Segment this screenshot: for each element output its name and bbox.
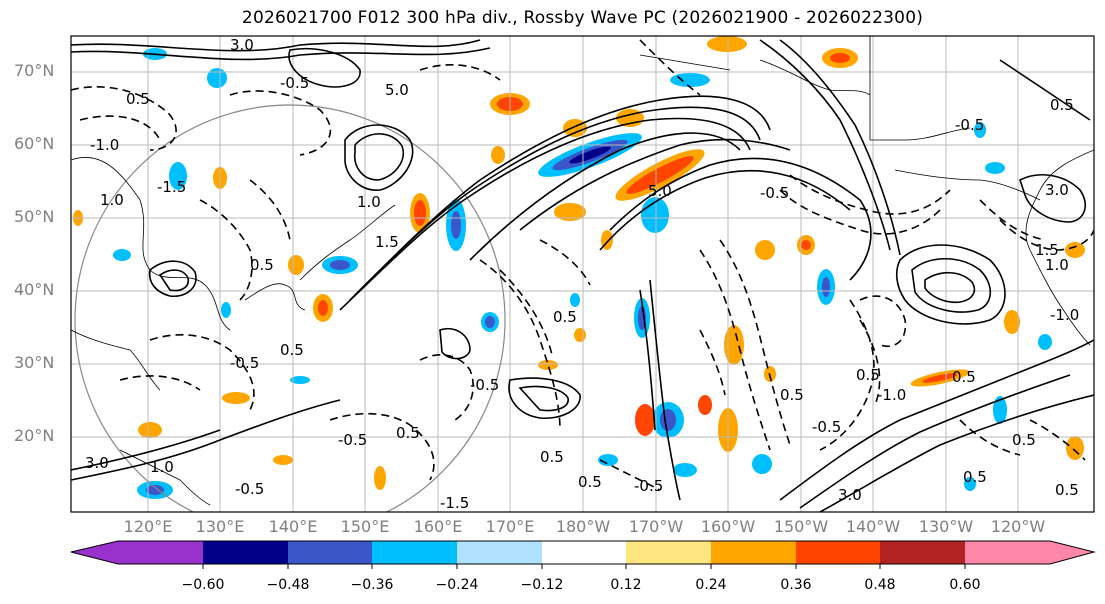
colorbar-segment [118,541,203,564]
contour-label: 3.0 [85,454,109,472]
contour-label: 1.0 [1045,256,1069,274]
latitude-label: 20°N [14,426,55,445]
colorbar-tick-label: 0.60 [949,577,981,593]
colorbar-tick-label: −0.24 [435,577,479,593]
contour-label: 0.5 [780,386,804,404]
latitude-label: 40°N [14,280,55,299]
longitude-label: 170°W [628,517,684,536]
longitude-label: 140°W [845,517,901,536]
contour-label: -1.0 [877,386,906,404]
colorbar-segment [880,541,965,564]
contour-label: 0.5 [1050,96,1074,114]
colorbar-tick-label: 0.48 [864,577,896,593]
contour-label: 0.5 [1012,431,1036,449]
colorbar-tick-label: 0.24 [695,577,727,593]
colorbar-segment [965,541,1050,564]
contour-label: -0.5 [470,376,499,394]
longitude-label: 160°E [413,517,463,536]
contour-label: 1.5 [1035,241,1059,259]
contour-label: -1.5 [157,178,186,196]
colorbar-segment [711,541,796,564]
colorbar-tick-label: 0.36 [780,577,812,593]
colorbar-tick-label: 0.12 [610,577,642,593]
contour-label: -1.5 [440,494,469,512]
contour-label: 0.5 [126,90,150,108]
colorbar-segment [626,541,711,564]
colorbar-extend-high [1050,541,1094,564]
contour-label: 5.0 [385,81,409,99]
longitude-label: 120°E [123,517,173,536]
contour-label: 0.5 [578,473,602,491]
longitude-label: 120°W [990,517,1046,536]
contour-label: 0.5 [553,308,577,326]
contour-label: -0.5 [338,431,367,449]
geopotential-contours [71,39,1094,512]
contour-label: 0.5 [1055,481,1079,499]
map-frame [70,35,1095,513]
colorbar-tick-label: −0.48 [266,577,310,593]
colorbar-segment [457,541,542,564]
longitude-label: 180°W [555,517,611,536]
contour-label: 5.0 [648,182,672,200]
colorbar-extend-low [71,541,118,564]
contour-label: -0.5 [634,477,663,495]
contour-label: -0.5 [812,418,841,436]
contour-label: 0.5 [540,448,564,466]
longitude-label: 170°E [485,517,535,536]
dashed-contours [71,39,1094,491]
contour-label: 1.0 [150,458,174,476]
contour-label: 1.0 [357,193,381,211]
contour-label: -0.5 [955,116,984,134]
colorbar-segment [203,541,288,564]
longitude-label: 150°W [773,517,829,536]
contour-label: 3.0 [230,36,254,54]
colorbar [70,540,1096,569]
map-title: 2026021700 F012 300 hPa div., Rossby Wav… [241,8,924,28]
colorbar-tick-label: −0.60 [181,577,225,593]
contour-label: 0.5 [952,368,976,386]
map-plot-area: 3.0 5.0 0.5 -0.5 1.0 -1.0 1.5 -1.5 1.0 0… [71,36,1094,512]
longitude-label: 130°W [918,517,974,536]
latitude-label: 50°N [14,207,55,226]
contour-label: 0.5 [396,424,420,442]
latitude-label: 30°N [14,353,55,372]
longitude-label: 130°E [195,517,245,536]
longitude-label: 160°W [700,517,756,536]
contour-label: 0.5 [280,341,304,359]
contour-label: 0.5 [963,468,987,486]
colorbar-segment [542,541,626,564]
contour-label: -0.5 [230,354,259,372]
contour-labels: 3.0 5.0 0.5 -0.5 1.0 -1.0 1.5 -1.5 1.0 0… [85,36,1079,512]
colorbar-segment [796,541,880,564]
colorbar-tick-label: −0.12 [520,577,564,593]
contour-label: 0.5 [250,256,274,274]
reference-circle [74,104,506,512]
colorbar-segment [288,541,372,564]
contour-label: 3.0 [1045,181,1069,199]
colorbar-tick-label: −0.36 [350,577,394,593]
contour-label: -1.0 [90,136,119,154]
latitude-label: 70°N [14,61,55,80]
contour-label: -0.5 [280,74,309,92]
longitude-label: 140°E [268,517,318,536]
longitude-label: 150°E [340,517,390,536]
contour-label: 0.5 [856,366,880,384]
contour-label: -0.5 [760,184,789,202]
colorbar-segment [372,541,457,564]
contour-label: 3.0 [838,486,862,504]
contour-label: -0.5 [235,480,264,498]
contour-label: -1.0 [1050,306,1079,324]
contour-label: 1.0 [100,191,124,209]
latitude-label: 60°N [14,134,55,153]
contour-label: 1.5 [375,233,399,251]
